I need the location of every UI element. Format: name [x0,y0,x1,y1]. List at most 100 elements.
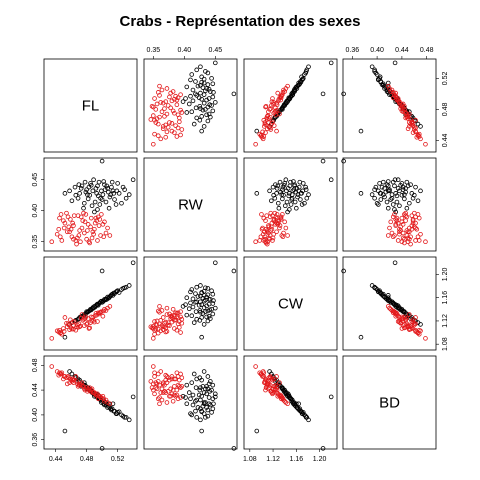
data-point [196,392,202,398]
panel-frame [143,256,238,351]
data-point [169,98,175,104]
data-point [61,329,67,334]
data-point [410,220,416,226]
data-point [57,330,63,336]
data-point [197,117,203,123]
data-point [198,299,203,305]
data-point [73,374,79,379]
panel-bd-vs-fl [43,355,138,451]
data-point [152,391,157,397]
data-point [206,313,212,319]
data-point [68,227,74,232]
data-point [78,186,84,191]
data-point [159,109,165,114]
data-point [81,205,86,211]
data-point [165,322,171,328]
data-point [163,122,169,128]
data-point [303,187,309,192]
data-point [82,311,88,317]
data-point [273,386,278,392]
data-point [62,334,68,340]
data-point [291,179,296,184]
data-point [86,239,92,245]
data-point [283,177,289,183]
data-point [287,96,292,101]
data-point [111,290,117,296]
data-point [179,127,185,132]
data-point [198,406,203,412]
data-point [210,108,216,114]
y-tick-label: 1.20 [442,268,449,282]
data-point [298,79,303,84]
data-point [172,130,177,135]
data-point [82,219,88,225]
data-point [186,101,192,107]
data-point [191,371,197,377]
data-point [267,125,273,131]
data-point [90,229,96,235]
data-point [152,332,157,337]
data-point [405,235,411,241]
data-point [183,302,188,307]
data-point [205,286,211,291]
data-point [154,381,160,387]
data-point [174,134,180,139]
y-tick-label: 0.44 [442,133,449,147]
data-point [231,268,237,274]
data-point [112,197,117,202]
data-point [372,196,377,201]
data-point [407,229,412,235]
data-point [205,318,211,324]
data-point [399,215,405,221]
x-tick-label: 1.12 [266,456,280,463]
data-point [57,234,63,240]
data-point [167,393,172,399]
data-point [122,187,127,192]
data-point [163,390,169,395]
data-point [399,192,405,198]
data-point [415,198,421,204]
data-point [378,197,384,202]
panel-rw-vs-bd [341,157,437,252]
data-point [413,214,418,220]
data-point [205,413,211,419]
data-point [203,415,208,420]
data-point [102,219,107,225]
data-point [320,91,326,97]
data-point [194,115,200,121]
data-point [253,141,258,147]
data-point [152,131,157,137]
data-point [270,238,275,243]
data-point [189,109,195,114]
data-point [392,207,397,212]
data-point [418,124,423,129]
data-point [423,336,428,341]
data-point [296,184,302,190]
data-point [292,86,297,92]
y-tick-label: 0.45 [32,173,39,187]
data-point [88,224,93,230]
data-point [283,225,289,231]
panel-fl-vs-fl: FL [43,58,138,153]
data-point [408,234,413,240]
data-point [299,202,305,207]
data-point [320,158,326,164]
data-point [273,222,278,227]
data-point [279,233,285,238]
data-point [264,114,270,119]
data-point [284,100,289,106]
data-point [204,97,209,103]
data-point [199,315,204,320]
data-point [397,188,402,194]
data-point [275,90,281,96]
data-point [190,402,196,408]
data-point [177,384,182,389]
data-point [275,183,281,189]
data-point [151,364,156,369]
data-point [211,90,216,95]
data-point [191,320,197,325]
data-point [397,305,402,310]
data-point [199,114,204,119]
data-point [395,186,401,191]
data-point [277,108,283,114]
